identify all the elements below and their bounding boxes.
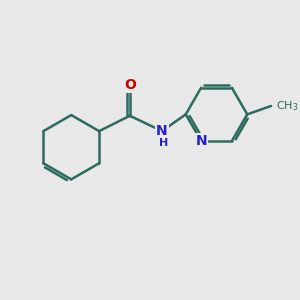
Text: H: H [159, 138, 168, 148]
Text: O: O [124, 78, 136, 92]
Text: N: N [195, 134, 207, 148]
Text: N: N [156, 124, 168, 138]
Text: CH$_3$: CH$_3$ [276, 99, 298, 113]
